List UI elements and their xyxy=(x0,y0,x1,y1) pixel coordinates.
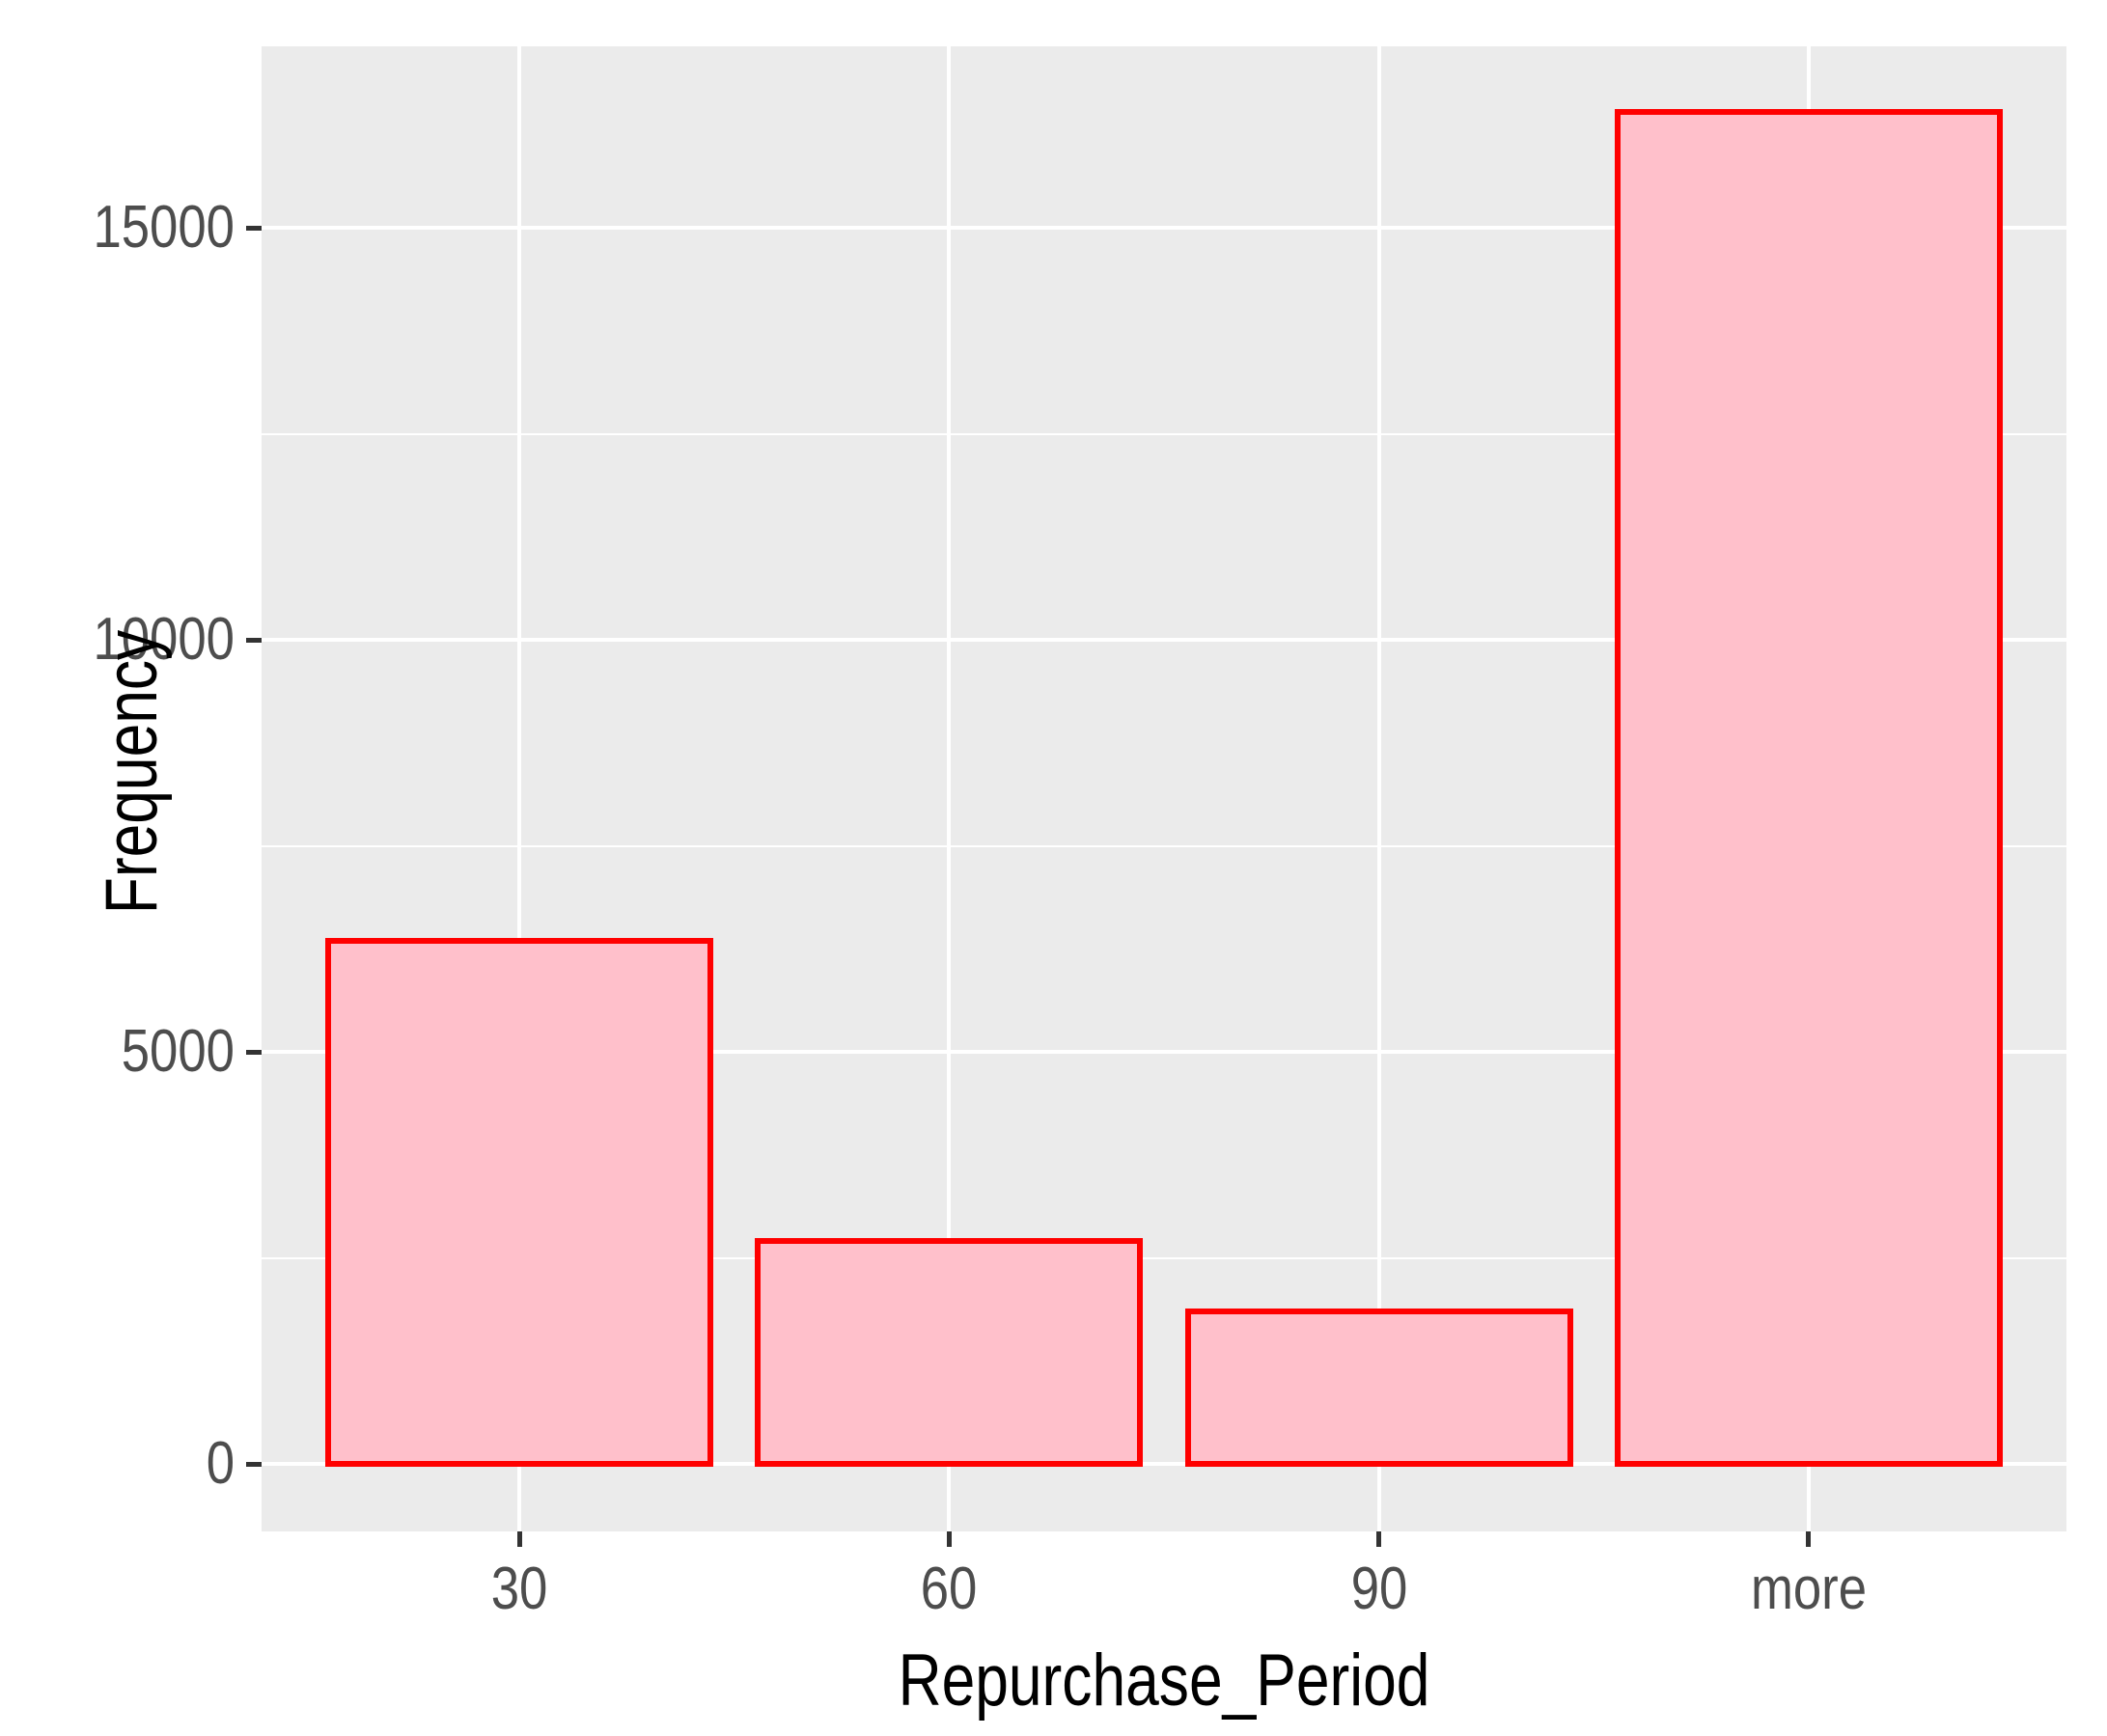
bar-60 xyxy=(755,1238,1144,1467)
category-gridline xyxy=(947,46,952,1531)
minor-gridline xyxy=(262,432,2066,435)
minor-gridline xyxy=(262,1256,2066,1259)
x-tick-label: 60 xyxy=(921,1556,978,1622)
major-gridline xyxy=(262,638,2066,642)
x-tick-mark xyxy=(1806,1531,1812,1547)
x-tick-mark xyxy=(516,1531,522,1547)
bar-more xyxy=(1614,109,2003,1467)
x-tick-label: 90 xyxy=(1350,1556,1407,1622)
category-gridline xyxy=(517,46,521,1531)
x-tick-mark xyxy=(946,1531,952,1547)
y-tick-label: 0 xyxy=(206,1430,235,1497)
y-tick-mark xyxy=(246,1461,262,1467)
major-gridline xyxy=(262,1050,2066,1054)
bar-30 xyxy=(325,937,713,1467)
major-gridline xyxy=(262,226,2066,230)
major-gridline xyxy=(262,1462,2066,1466)
y-tick-label: 15000 xyxy=(93,194,235,261)
y-tick-mark xyxy=(246,225,262,231)
x-tick-label: more xyxy=(1750,1556,1868,1622)
minor-gridline xyxy=(262,844,2066,847)
x-axis-title: Repurchase_Period xyxy=(898,1640,1430,1722)
category-gridline xyxy=(1376,46,1381,1531)
y-tick-mark xyxy=(246,637,262,643)
y-tick-mark xyxy=(246,1049,262,1055)
y-tick-label: 5000 xyxy=(121,1018,235,1085)
x-tick-mark xyxy=(1376,1531,1382,1547)
y-axis-title: Frequency xyxy=(91,629,173,915)
y-tick-label: 10000 xyxy=(93,606,235,673)
plot-panel xyxy=(262,46,2066,1531)
bar-90 xyxy=(1184,1309,1573,1467)
x-tick-label: 30 xyxy=(490,1556,548,1622)
